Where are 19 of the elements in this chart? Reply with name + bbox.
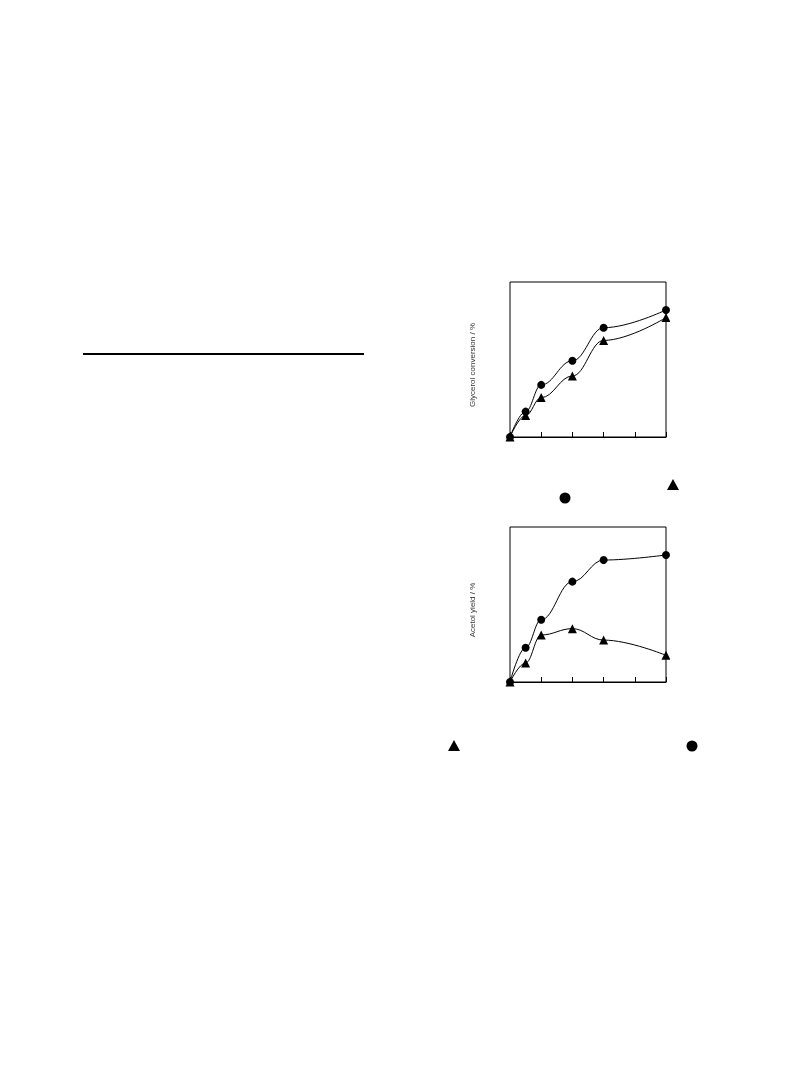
point: [661, 313, 670, 323]
y-axis-title: Glycerol conversion / %: [467, 322, 477, 408]
point: [599, 635, 609, 645]
point: [661, 650, 670, 660]
y-axis-title: Acetol yield / %: [467, 582, 477, 638]
point: [599, 335, 609, 345]
point: [662, 305, 670, 314]
point: [521, 407, 530, 416]
point: [537, 615, 546, 624]
point: [521, 643, 530, 652]
point: [599, 323, 608, 332]
point: [599, 556, 608, 565]
point: [568, 577, 577, 586]
point: [537, 380, 546, 389]
point: [567, 371, 577, 381]
point: [662, 550, 670, 559]
point: [568, 356, 577, 365]
point: [567, 624, 577, 634]
point: [536, 393, 546, 403]
